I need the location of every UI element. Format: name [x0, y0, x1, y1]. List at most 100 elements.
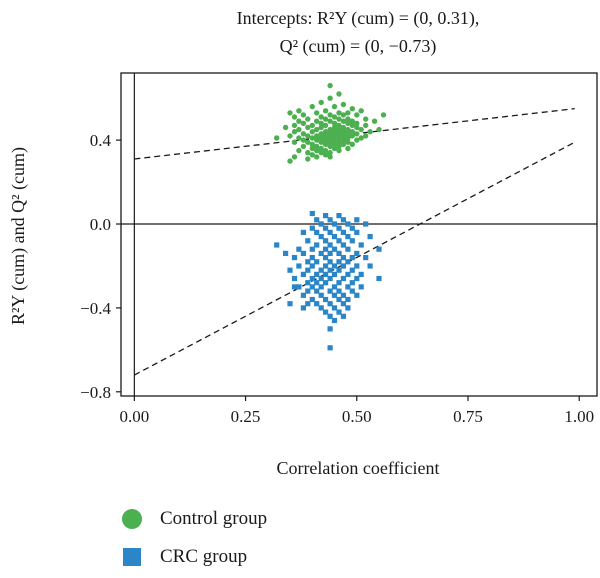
data-point	[318, 124, 324, 131]
data-point	[318, 267, 324, 273]
data-point	[314, 154, 320, 160]
series-crc	[274, 210, 382, 351]
data-point	[327, 288, 333, 294]
data-point	[309, 145, 315, 152]
data-point	[331, 292, 338, 298]
data-point	[340, 118, 347, 124]
data-point	[349, 133, 355, 139]
data-point	[331, 271, 338, 277]
x-tick-label: 0.25	[231, 407, 261, 426]
data-point	[331, 120, 338, 127]
data-point	[336, 309, 342, 315]
data-point	[287, 267, 293, 273]
data-point	[323, 296, 329, 303]
data-point	[314, 133, 320, 139]
data-point	[318, 114, 324, 120]
data-point	[305, 139, 311, 145]
title-line-1: Intercepts: R²Y (cum) = (0, 0.31),	[237, 8, 480, 29]
data-point	[354, 124, 360, 131]
data-point	[336, 213, 342, 219]
data-point	[345, 126, 351, 133]
data-point	[358, 126, 364, 133]
data-point	[318, 150, 324, 156]
data-point	[300, 112, 307, 118]
data-point	[309, 296, 315, 303]
data-point	[327, 95, 333, 101]
data-point	[327, 154, 333, 160]
data-point	[309, 255, 315, 261]
data-point	[318, 131, 324, 137]
data-point	[305, 238, 311, 244]
data-point	[340, 292, 346, 298]
plot-frame	[120, 72, 598, 397]
data-point	[323, 238, 329, 244]
data-point	[340, 263, 346, 269]
data-point	[354, 112, 360, 118]
data-point	[323, 263, 329, 269]
data-point	[314, 137, 320, 143]
data-point	[354, 229, 360, 235]
data-point	[291, 154, 298, 160]
data-point	[376, 126, 382, 133]
data-point	[305, 301, 311, 307]
data-point	[287, 158, 293, 164]
data-point	[331, 234, 338, 240]
data-point	[340, 313, 346, 319]
data-point	[322, 137, 329, 143]
data-point	[323, 309, 329, 315]
data-point	[340, 137, 347, 143]
data-point	[296, 284, 302, 290]
square-marker-icon	[123, 548, 141, 566]
data-point	[309, 129, 315, 135]
data-point	[340, 133, 347, 139]
legend-item-control: Control group	[122, 508, 267, 530]
data-point	[349, 225, 355, 231]
data-point	[318, 145, 324, 152]
data-point	[331, 133, 338, 139]
data-point	[291, 122, 298, 129]
data-point	[287, 301, 293, 307]
data-point	[367, 234, 373, 240]
data-point	[318, 99, 324, 106]
data-point	[305, 280, 311, 286]
data-point	[291, 284, 298, 290]
data-point	[305, 116, 311, 122]
data-point	[358, 284, 364, 290]
data-point	[336, 143, 342, 150]
x-tick-label: 0.75	[453, 407, 483, 426]
data-point	[287, 110, 293, 116]
data-point	[323, 271, 329, 277]
data-point	[336, 122, 342, 129]
legend-item-crc: CRC group	[122, 546, 247, 568]
legend-label-control: Control group	[160, 508, 268, 529]
data-point	[363, 133, 369, 139]
data-point	[309, 275, 315, 282]
data-point	[336, 259, 342, 265]
x-axis-label: Correlation coefficient	[276, 458, 439, 478]
data-point	[327, 82, 333, 89]
data-point	[322, 122, 329, 129]
data-point	[309, 263, 315, 269]
data-point	[349, 129, 355, 135]
data-point	[358, 242, 364, 248]
data-point	[309, 141, 315, 147]
data-point	[331, 317, 338, 324]
data-point	[349, 280, 355, 286]
y-tick-label: −0.4	[80, 299, 111, 318]
data-point	[309, 225, 315, 231]
data-point	[283, 250, 289, 256]
data-point	[349, 267, 355, 273]
data-point	[331, 114, 338, 120]
data-point	[287, 133, 293, 139]
data-point	[300, 137, 307, 143]
y-tick-label: 0.0	[90, 215, 111, 234]
data-point	[291, 114, 298, 120]
x-tick-label: 0.50	[342, 407, 372, 426]
data-point	[296, 118, 302, 124]
data-point	[367, 129, 373, 135]
data-point	[327, 135, 333, 141]
data-point	[327, 250, 333, 256]
data-point	[336, 267, 342, 273]
data-point	[318, 292, 324, 298]
data-point	[345, 271, 351, 277]
